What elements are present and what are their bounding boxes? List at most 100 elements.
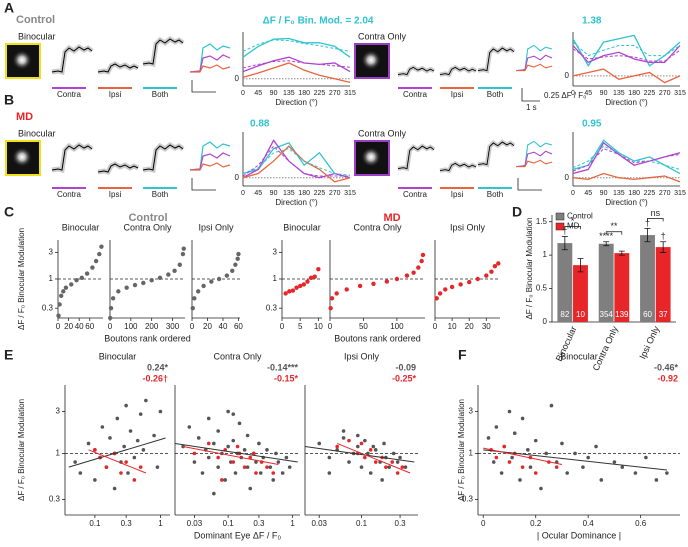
x-tick-label: 1 bbox=[158, 519, 163, 528]
panel-letter: D bbox=[512, 204, 522, 220]
x-tick-label: 30 bbox=[482, 322, 491, 331]
stimulus-label: Both bbox=[487, 90, 503, 99]
point bbox=[271, 471, 276, 475]
point bbox=[549, 403, 554, 408]
point bbox=[633, 471, 638, 475]
trace bbox=[52, 145, 92, 170]
point bbox=[110, 296, 116, 301]
point bbox=[434, 296, 439, 301]
x-tick-label: 0 bbox=[433, 322, 438, 331]
stimulus-label: Ipsi bbox=[109, 190, 122, 199]
panel-letter: A bbox=[4, 0, 14, 16]
point bbox=[90, 265, 95, 270]
point bbox=[287, 289, 292, 294]
tuning-curve bbox=[572, 41, 681, 57]
point bbox=[317, 441, 322, 446]
point bbox=[242, 448, 247, 452]
trace bbox=[98, 64, 138, 72]
x-tick-label: 20 bbox=[64, 322, 73, 331]
point bbox=[359, 441, 364, 446]
point bbox=[181, 246, 186, 251]
point bbox=[644, 455, 648, 460]
panel-letter: C bbox=[4, 204, 14, 220]
tuning-curve bbox=[572, 34, 681, 68]
regression-line bbox=[68, 437, 166, 468]
stat-annotation: -0.15* bbox=[274, 373, 299, 383]
regression-line bbox=[336, 442, 411, 474]
cell-label: Contra Only bbox=[358, 31, 407, 41]
point bbox=[100, 425, 105, 429]
x-tick-label: 45 bbox=[254, 190, 262, 197]
chart-title: 0.95 bbox=[582, 119, 602, 130]
tuning-curve bbox=[242, 56, 351, 73]
point bbox=[61, 289, 66, 294]
x-tick-label: 10 bbox=[448, 322, 457, 331]
point bbox=[138, 465, 143, 469]
point bbox=[366, 451, 370, 456]
x-tick-label: 0.2 bbox=[530, 519, 542, 528]
stimulus-label: Contra bbox=[57, 190, 82, 199]
point bbox=[494, 455, 499, 460]
x-tick-label: 0 bbox=[241, 90, 245, 97]
stimulus-label: Ipsi bbox=[451, 190, 464, 199]
point bbox=[368, 471, 373, 475]
bar bbox=[557, 243, 573, 322]
point bbox=[419, 258, 424, 264]
point bbox=[294, 285, 299, 290]
x-tick-label: Ipsi Only bbox=[637, 324, 661, 360]
point bbox=[141, 448, 146, 452]
bar bbox=[614, 253, 630, 322]
point bbox=[220, 478, 224, 482]
y-tick-label: 3 bbox=[469, 407, 474, 416]
point bbox=[335, 444, 339, 449]
point bbox=[128, 429, 133, 433]
point bbox=[157, 275, 163, 281]
chart-title: Binocular bbox=[283, 222, 321, 232]
point bbox=[398, 455, 402, 460]
x-axis-label: Boutons rank ordered bbox=[334, 333, 421, 343]
tuning-curve bbox=[572, 172, 681, 183]
point bbox=[78, 471, 83, 475]
point bbox=[308, 275, 314, 281]
point bbox=[395, 460, 400, 464]
point bbox=[116, 289, 121, 294]
point bbox=[544, 451, 549, 456]
y-tick-label: 0 bbox=[565, 173, 570, 182]
row-a: A Control Binocular Contra Only bbox=[4, 0, 553, 93]
row-b: B MD Binocular Contra Only bbox=[4, 92, 553, 191]
x-tick-label: 0 bbox=[571, 190, 575, 197]
point bbox=[135, 438, 140, 443]
point bbox=[206, 416, 211, 421]
y-tick-label: 1 bbox=[56, 449, 61, 458]
x-axis-label: | Ocular Dominance | bbox=[537, 530, 621, 540]
point bbox=[416, 265, 421, 270]
regression-line bbox=[483, 447, 563, 465]
point bbox=[132, 478, 137, 482]
stat-annotation: -0.26† bbox=[142, 373, 168, 383]
point bbox=[126, 471, 130, 475]
trace-overlay bbox=[189, 43, 231, 73]
point bbox=[122, 444, 126, 449]
point bbox=[280, 471, 285, 475]
point bbox=[108, 315, 113, 321]
x-tick-label: 270 bbox=[329, 90, 341, 97]
point bbox=[73, 460, 77, 464]
x-axis-label: Direction (°) bbox=[275, 198, 318, 207]
tuning-curve bbox=[242, 148, 351, 176]
group-title: MD bbox=[383, 212, 400, 224]
point bbox=[491, 460, 496, 464]
group-title: Control bbox=[128, 212, 167, 224]
y-tick-label: 0 bbox=[543, 317, 548, 326]
chart-title: Contra Only bbox=[213, 351, 262, 361]
point bbox=[212, 441, 216, 446]
y-axis-label: ΔF / F₀ Binocular Modulation bbox=[17, 228, 26, 330]
point bbox=[373, 460, 378, 464]
scale-bar bbox=[521, 88, 540, 102]
y-axis-label: ΔF / F₀ Binocular Modulation bbox=[17, 399, 26, 501]
x-tick-label: 270 bbox=[659, 190, 671, 197]
stimulus-label: Contra bbox=[403, 190, 428, 199]
point bbox=[363, 455, 367, 460]
legend-swatch bbox=[555, 222, 565, 231]
x-tick-label: 40 bbox=[219, 322, 228, 331]
